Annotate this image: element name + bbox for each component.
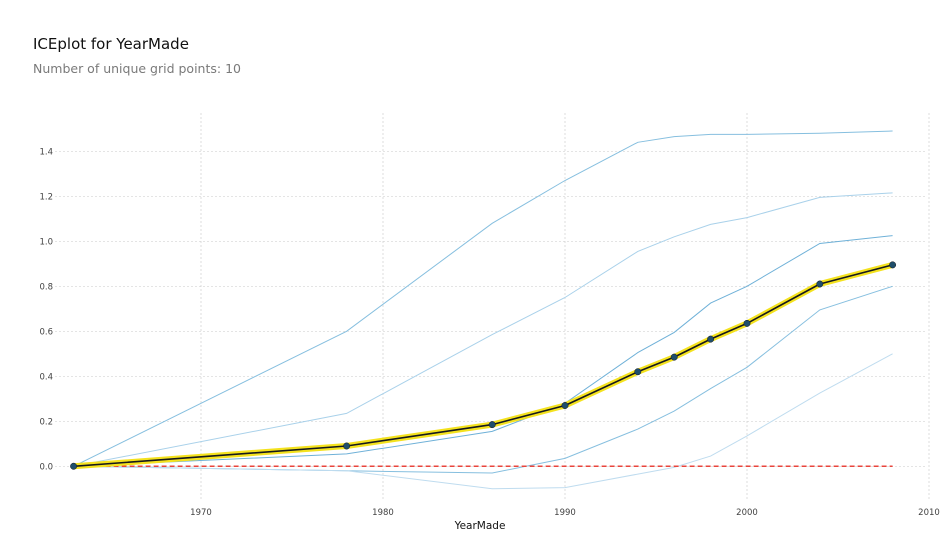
average-point xyxy=(634,368,642,376)
ice-line xyxy=(73,285,893,474)
average-point xyxy=(488,421,496,429)
ice-line xyxy=(73,130,893,467)
average-point xyxy=(707,335,715,343)
average-point xyxy=(70,462,78,470)
x-tick-label: 1980 xyxy=(372,508,394,518)
chart-subtitle: Number of unique grid points: 10 xyxy=(33,61,241,76)
ice-lines xyxy=(73,130,893,490)
y-tick-label: 1.2 xyxy=(39,192,53,202)
ice-line xyxy=(73,235,893,467)
y-tick-labels: 0.0 0.2 0.4 0.6 0.8 1.0 1.2 1.4 xyxy=(39,147,53,472)
average-point xyxy=(670,353,678,361)
x-tick-label: 2010 xyxy=(918,508,940,518)
grid-layer xyxy=(55,113,930,500)
average-line-highlight xyxy=(70,261,896,470)
y-tick-label: 0.6 xyxy=(39,327,53,337)
y-tick-label: 1.4 xyxy=(39,147,53,157)
ice-line xyxy=(73,353,893,490)
x-tick-label: 2000 xyxy=(736,508,758,518)
y-tick-label: 0.2 xyxy=(39,417,53,427)
average-point xyxy=(743,319,751,327)
y-tick-label: 0.8 xyxy=(39,282,53,292)
x-tick-labels: 1970 1980 1990 2000 2010 xyxy=(190,508,940,518)
average-line xyxy=(73,264,893,468)
y-tick-label: 1.0 xyxy=(39,237,53,247)
average-point xyxy=(889,261,897,269)
y-tick-label: 0.0 xyxy=(39,462,53,472)
y-tick-label: 0.4 xyxy=(39,372,53,382)
average-point xyxy=(816,280,824,288)
average-line-layer xyxy=(70,261,897,470)
x-axis-label: YearMade xyxy=(454,520,506,532)
chart-title: ICEplot for YearMade xyxy=(33,35,189,53)
x-tick-label: 1970 xyxy=(190,508,212,518)
ice-line xyxy=(73,192,893,467)
average-point xyxy=(343,442,351,450)
x-tick-label: 1990 xyxy=(554,508,576,518)
average-point xyxy=(561,402,569,409)
